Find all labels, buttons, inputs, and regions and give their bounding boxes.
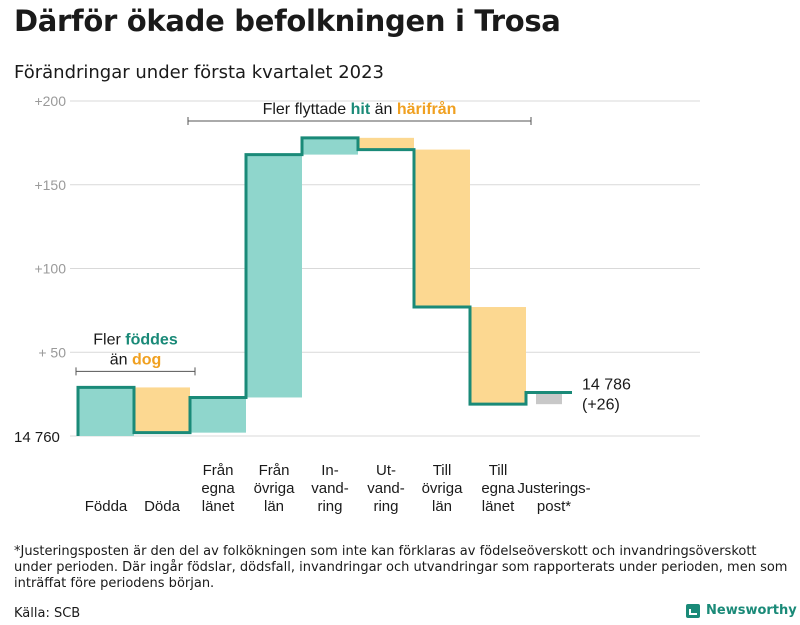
bar-increase bbox=[78, 387, 134, 436]
category-label: ring bbox=[373, 498, 398, 515]
category-label: länet bbox=[202, 498, 235, 515]
category-label: övriga bbox=[254, 480, 296, 497]
annotation-segment-plain: Fler bbox=[93, 331, 125, 348]
annotation-segment-plain: Fler flyttade bbox=[263, 101, 351, 118]
category-label: länet bbox=[482, 498, 515, 515]
running-total-path bbox=[76, 136, 572, 436]
category-label: Justerings- bbox=[517, 480, 590, 497]
running-total-line bbox=[76, 136, 572, 436]
category-label: Till bbox=[489, 462, 508, 479]
annotation-line: än dog bbox=[110, 351, 162, 368]
annotation-segment-plain: än bbox=[110, 351, 132, 368]
category-label: vand- bbox=[311, 480, 349, 497]
brand-logo: Newsworthy bbox=[686, 603, 797, 618]
bar-increase bbox=[246, 154, 302, 398]
category-label: län bbox=[264, 498, 284, 515]
category-label: Födda bbox=[85, 498, 128, 515]
annotation-2: Fler flyttade hit än härifrån bbox=[187, 100, 532, 125]
category-label: egna bbox=[481, 480, 515, 497]
end-value-label: (+26) bbox=[582, 396, 620, 413]
start-value-label: 14 760 bbox=[14, 429, 60, 446]
chart-title: Därför ökade befolkningen i Trosa bbox=[14, 4, 561, 38]
category-label: In- bbox=[321, 462, 339, 479]
category-label: Från bbox=[259, 462, 290, 479]
category-label: ring bbox=[317, 498, 342, 515]
brand-name: Newsworthy bbox=[706, 603, 797, 618]
annotation-segment-positive: föddes bbox=[125, 331, 178, 348]
category-label: Från bbox=[203, 462, 234, 479]
annotation-segment-plain: än bbox=[370, 101, 397, 118]
chart-subtitle: Förändringar under första kvartalet 2023 bbox=[14, 62, 385, 83]
annotation-segment-positive: hit bbox=[351, 101, 371, 118]
category-label: Döda bbox=[144, 498, 181, 515]
category-label: övriga bbox=[422, 480, 464, 497]
annotation-segment-negative: härifrån bbox=[397, 100, 457, 118]
bar-increase bbox=[536, 392, 562, 405]
annotation-line: Fler flyttade hit än härifrån bbox=[263, 100, 457, 118]
grid-lines bbox=[70, 100, 700, 437]
bar-decrease bbox=[414, 149, 470, 308]
bar-increase bbox=[302, 137, 358, 155]
bar-increase bbox=[190, 397, 246, 433]
category-label: Till bbox=[433, 462, 452, 479]
y-tick-label: +100 bbox=[34, 261, 66, 277]
category-label: Ut- bbox=[376, 462, 396, 479]
annotation-1: Fler föddes än dog bbox=[75, 331, 196, 376]
annotation-segment-negative: dog bbox=[132, 351, 161, 368]
bar-decrease bbox=[470, 307, 526, 405]
annotation-line: Fler föddes bbox=[93, 331, 178, 348]
category-label: post* bbox=[537, 498, 571, 515]
waterfall-chart: Fler föddes än dog Fler flyttade hit än hä… bbox=[14, 93, 700, 515]
y-tick-label: +150 bbox=[34, 177, 66, 193]
bar-decrease bbox=[134, 387, 190, 433]
annotations: Fler föddes än dog Fler flyttade hit än hä… bbox=[75, 100, 532, 376]
category-label: län bbox=[432, 498, 452, 515]
y-tick-label: +200 bbox=[34, 93, 66, 109]
end-value-label: 14 786 bbox=[582, 376, 631, 393]
category-label: egna bbox=[201, 480, 235, 497]
category-label: vand- bbox=[367, 480, 405, 497]
footnote: *Justeringsposten är den del av folkökni… bbox=[14, 544, 788, 591]
source-note: Källa: SCB bbox=[14, 606, 81, 621]
bars bbox=[78, 137, 562, 436]
newsworthy-logo-icon bbox=[686, 603, 700, 618]
bar-decrease bbox=[358, 137, 414, 150]
y-tick-label: + 50 bbox=[38, 344, 66, 360]
